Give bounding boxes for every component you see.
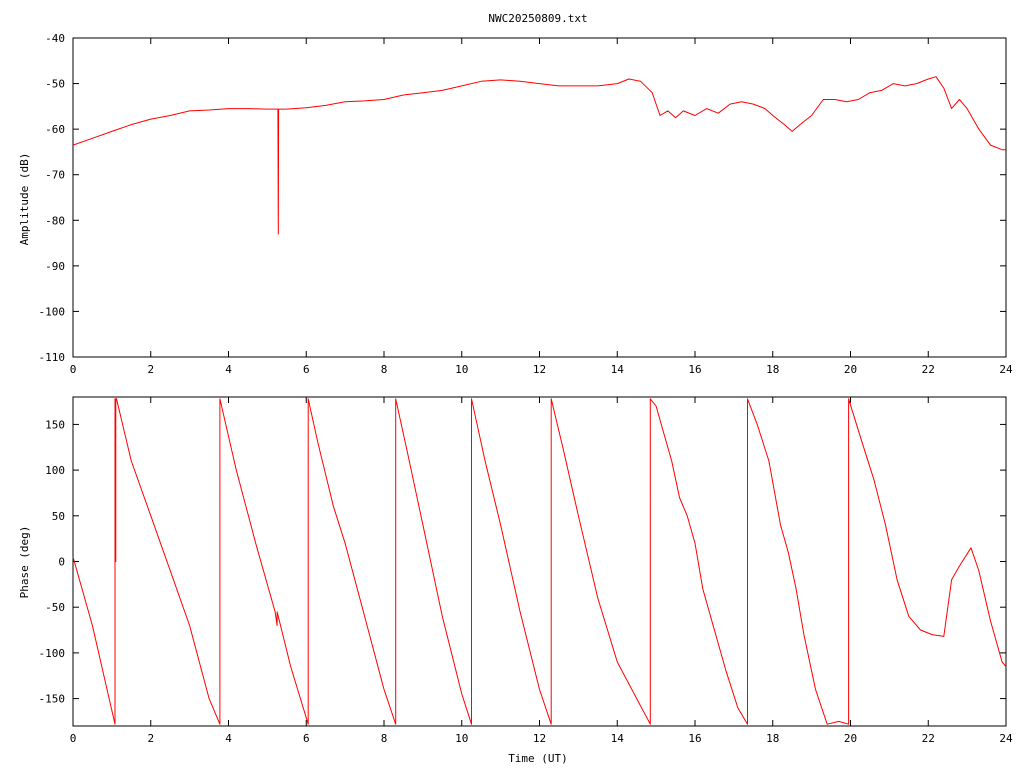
phase-xtick-label: 16 xyxy=(688,732,701,745)
amplitude-ylabel: Amplitude (dB) xyxy=(18,153,31,246)
phase-xtick-label: 22 xyxy=(922,732,935,745)
amplitude-ytick-label: -80 xyxy=(45,214,65,227)
phase-xtick-label: 12 xyxy=(533,732,546,745)
amplitude-xtick-label: 18 xyxy=(766,363,779,376)
amplitude-panel: Amplitude (dB) 0 2 4 6 8 10 12 14 16 18 20 22 24-40-… xyxy=(18,32,1013,376)
phase-xtick-label: 0 xyxy=(70,732,77,745)
amplitude-ytick-label: -70 xyxy=(45,169,65,182)
phase-plot-frame xyxy=(72,396,1007,727)
phase-ytick-label: 150 xyxy=(45,418,65,431)
phase-xtick-label: 20 xyxy=(844,732,857,745)
phase-panel: Phase (deg) Time (UT) 0 2 4 6 8 10 12 14 16 18 20 2… xyxy=(18,396,1013,765)
phase-ylabel: Phase (deg) xyxy=(18,526,31,599)
phase-ytick-label: 50 xyxy=(52,510,65,523)
amplitude-xtick-label: 12 xyxy=(533,363,546,376)
amplitude-plot-frame xyxy=(72,37,1007,358)
phase-xtick-label: 6 xyxy=(303,732,310,745)
amplitude-ytick-label: -40 xyxy=(45,32,65,45)
phase-ytick-label: -150 xyxy=(39,693,66,706)
amplitude-xtick-label: 14 xyxy=(611,363,625,376)
amplitude-ytick-label: -110 xyxy=(39,351,66,364)
amplitude-xtick-label: 2 xyxy=(147,363,154,376)
amplitude-series-line xyxy=(72,76,1006,235)
phase-series-line xyxy=(72,398,1007,725)
amplitude-ytick-label: -100 xyxy=(39,305,66,318)
phase-xtick-label: 24 xyxy=(999,732,1013,745)
phase-ytick-label: -50 xyxy=(45,601,65,614)
amplitude-xtick-label: 4 xyxy=(225,363,232,376)
phase-xtick-label: 2 xyxy=(147,732,154,745)
amplitude-ytick-label: -60 xyxy=(45,123,65,136)
amplitude-xtick-label: 8 xyxy=(381,363,388,376)
amplitude-xtick-label: 16 xyxy=(688,363,701,376)
phase-xtick-label: 18 xyxy=(766,732,779,745)
phase-xtick-label: 8 xyxy=(381,732,388,745)
phase-xtick-label: 4 xyxy=(225,732,232,745)
chart-title: NWC20250809.txt xyxy=(488,12,587,25)
amplitude-xtick-label: 24 xyxy=(999,363,1013,376)
phase-ytick-label: 0 xyxy=(58,556,65,569)
amplitude-xtick-label: 10 xyxy=(455,363,468,376)
amplitude-xtick-label: 20 xyxy=(844,363,857,376)
amplitude-xtick-label: 0 xyxy=(70,363,77,376)
phase-ytick-label: 100 xyxy=(45,464,65,477)
phase-xtick-label: 14 xyxy=(611,732,625,745)
amplitude-xtick-label: 6 xyxy=(303,363,310,376)
phase-xtick-label: 10 xyxy=(455,732,468,745)
phase-xlabel: Time (UT) xyxy=(508,752,568,765)
phase-ytick-label: -100 xyxy=(39,647,66,660)
amplitude-ytick-label: -90 xyxy=(45,260,65,273)
amplitude-ytick-label: -50 xyxy=(45,78,65,91)
amplitude-xtick-label: 22 xyxy=(922,363,935,376)
